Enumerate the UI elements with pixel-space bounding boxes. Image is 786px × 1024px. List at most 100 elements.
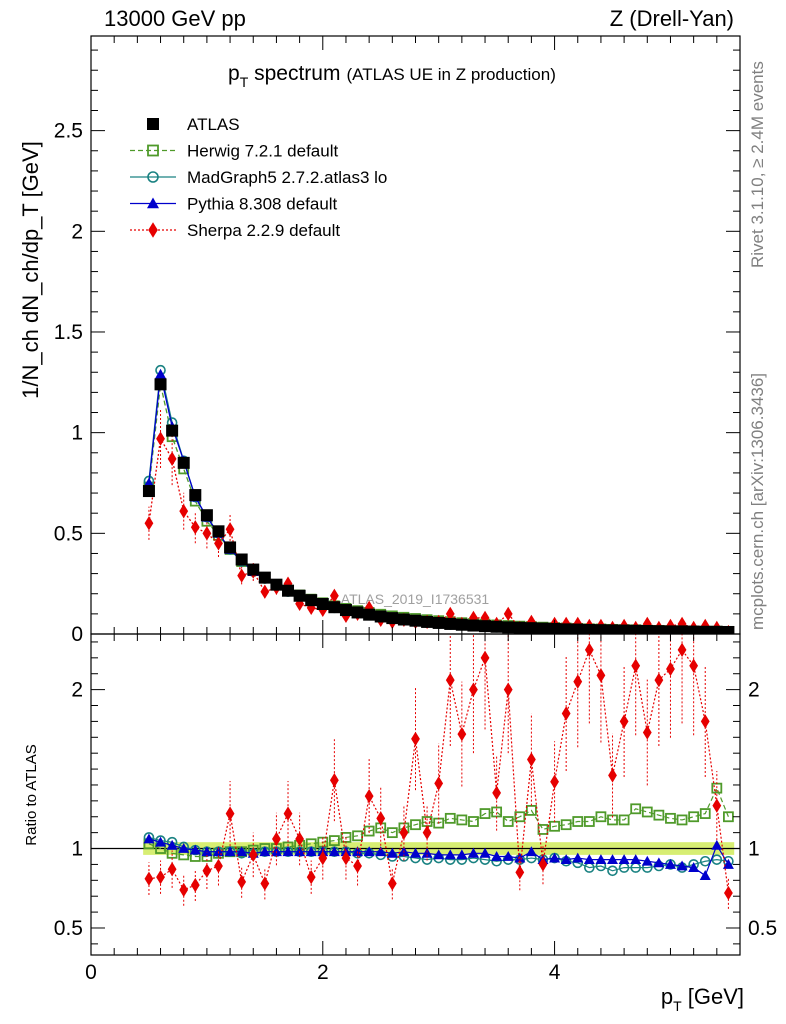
legend: ATLAS Herwig 7.2.1 default MadGraph5 2.7.2…: [130, 115, 387, 240]
sherpa-point: [144, 516, 154, 531]
ratio-pythia-point: [433, 849, 445, 860]
sherpa-point: [190, 520, 200, 535]
atlas-point: [270, 578, 283, 591]
atlas-point: [339, 604, 352, 617]
ratio-pythia-point: [699, 870, 711, 880]
ratio-herwig-point: [641, 806, 653, 818]
x-tick-label: 4: [549, 961, 561, 984]
ratio-sherpa-point: [700, 714, 710, 729]
y-tick-label: 0.5: [54, 522, 83, 545]
ratio-sherpa-point: [561, 706, 571, 721]
ratio-data: [91, 634, 740, 909]
legend-atlas-marker: [147, 118, 159, 130]
x-axis-label-rest: [GeV]: [682, 984, 744, 1009]
ratio-pythia-point: [607, 854, 619, 865]
ratio-herwig-point: [595, 811, 607, 823]
ratio-madgraph5-point: [711, 854, 723, 865]
header-right: Z (Drell-Yan): [609, 6, 734, 31]
atlas-point: [479, 620, 492, 633]
ratio-herwig-point: [456, 814, 468, 826]
ratio-pythia-point: [549, 852, 561, 863]
ratio-sherpa-point: [260, 876, 270, 891]
legend-atlas-label: ATLAS: [187, 115, 240, 134]
atlas-point: [293, 589, 306, 602]
ratio-herwig-point: [525, 804, 537, 816]
ratio-herwig-point: [410, 819, 421, 831]
sherpa-point: [329, 588, 339, 603]
atlas-point: [247, 563, 260, 576]
ratio-sherpa-point: [724, 885, 733, 901]
atlas-point: [258, 571, 271, 584]
x-axis-label: pT [GeV]: [661, 984, 744, 1014]
sherpa-point: [202, 526, 212, 541]
ratio-pythia-point: [595, 854, 607, 865]
atlas-point: [189, 489, 202, 502]
ratio-sherpa-point: [666, 661, 675, 677]
atlas-point: [722, 625, 735, 634]
ratio-herwig-point: [572, 816, 584, 827]
ratio-y-axis-label: Ratio to ATLAS: [23, 744, 40, 845]
sherpa-point: [260, 584, 270, 599]
ratio-sherpa-point: [573, 674, 583, 689]
ratio-panel: 0.5 0.5 1 1 2 2 0 2 4 Ratio to ATLAS pT [GeV]: [23, 633, 777, 1014]
ratio-y-tick-label-right: 2: [748, 679, 760, 702]
ratio-y-tick-label: 1: [71, 838, 83, 861]
atlas-point: [455, 618, 468, 631]
atlas-point: [282, 584, 295, 597]
atlas-point: [397, 613, 410, 626]
atlas-point: [154, 378, 167, 391]
legend-pythia-marker: [147, 197, 159, 209]
x-axis-label-p: p: [661, 984, 673, 1009]
ratio-pythia-point: [491, 850, 503, 861]
watermark: ATLAS_2019_I1736531: [341, 591, 490, 607]
main-panel: ATLAS_2019_I1736531 0 0.5 1 1.5 2 2.5 pT spectr…: [18, 35, 741, 646]
ratio-madgraph5-point: [607, 865, 618, 877]
ratio-sherpa-point: [167, 862, 177, 877]
x-axis-label-sub: T: [673, 998, 682, 1014]
ratio-pythia-point: [630, 854, 642, 865]
ratio-pythia-point: [386, 847, 398, 858]
ratio-sherpa-point: [190, 877, 200, 893]
ratio-sherpa-point: [411, 731, 420, 747]
sherpa-point: [167, 451, 177, 466]
chart-title-sub: T: [240, 74, 249, 90]
ratio-herwig-point: [688, 811, 700, 823]
main-data: ATLAS_2019_I1736531: [142, 364, 735, 634]
ratio-pythia-point: [653, 857, 665, 868]
legend-sherpa-label: Sherpa 2.2.9 default: [187, 221, 340, 240]
ratio-sherpa-point: [422, 825, 432, 840]
ratio-y-tick-label: 2: [71, 679, 83, 702]
atlas-point: [166, 424, 179, 437]
atlas-point: [200, 509, 213, 522]
pythia-point: [143, 477, 155, 488]
ratio-herwig-point: [363, 825, 375, 837]
ratio-sherpa-point: [584, 642, 594, 658]
ratio-pythia-point: [688, 862, 700, 872]
ratio-pythia-point: [479, 847, 491, 858]
legend-sherpa-marker: [148, 222, 158, 238]
ratio-pythia-point: [201, 846, 213, 857]
ratio-sherpa-point: [295, 831, 305, 847]
atlas-point: [328, 601, 341, 614]
y-tick-label: 2: [71, 220, 83, 243]
ratio-sherpa-point: [619, 714, 629, 729]
ratio-sherpa-point: [399, 825, 409, 840]
x-tick-label: 0: [85, 961, 97, 984]
atlas-point: [363, 608, 376, 621]
ratio-herwig-point: [665, 812, 676, 824]
pythia-point: [155, 368, 167, 379]
y-tick-label: 1: [71, 422, 83, 445]
atlas-point: [316, 597, 329, 610]
atlas-point: [235, 553, 248, 566]
ratio-sherpa-point: [608, 768, 617, 783]
ratio-pythia-point: [502, 850, 514, 861]
legend-herwig-marker: [147, 144, 159, 157]
chart-title-rest: spectrum: [248, 62, 340, 85]
atlas-point: [652, 625, 665, 634]
ratio-pythia-point: [421, 847, 433, 858]
atlas-point: [177, 456, 190, 469]
ratio-sherpa-point: [353, 858, 362, 874]
ratio-herwig-point: [583, 816, 595, 827]
ratio-sherpa-point: [225, 806, 235, 821]
